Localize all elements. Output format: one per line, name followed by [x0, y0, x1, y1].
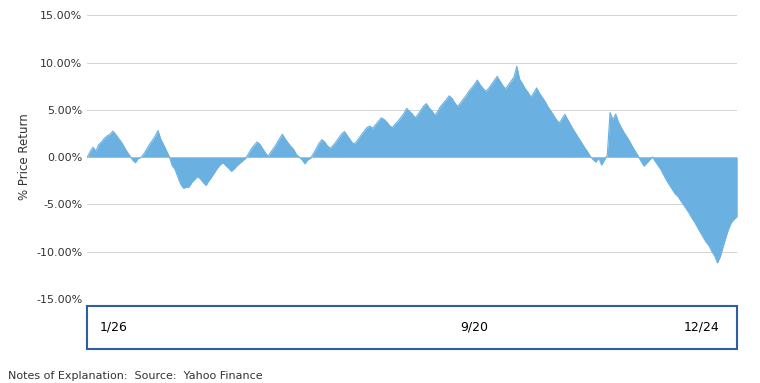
Text: Notes of Explanation:  Source:  Yahoo Finance: Notes of Explanation: Source: Yahoo Fina… — [8, 371, 262, 381]
Text: 9/20: 9/20 — [460, 321, 488, 334]
Text: 1/26: 1/26 — [100, 321, 128, 334]
Y-axis label: % Price Return: % Price Return — [17, 114, 30, 200]
Text: 12/24: 12/24 — [683, 321, 719, 334]
